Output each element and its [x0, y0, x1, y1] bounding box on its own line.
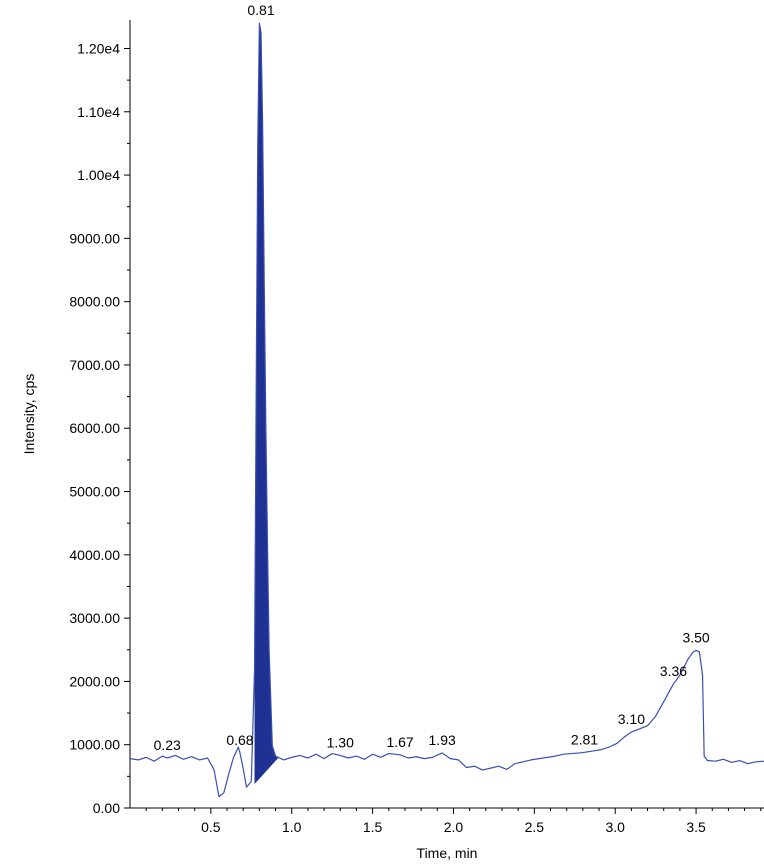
y-ticks: 0.00 1000.00 2000.00 3000.00 4000.00 5000.00 6… [69, 40, 130, 816]
y-tick-label: 5000.00 [69, 484, 120, 500]
peak-label: 0.23 [154, 737, 181, 753]
peak-label: 3.50 [682, 629, 709, 645]
y-axis-title: Intensity, cps [21, 374, 37, 455]
peak-label: 2.81 [571, 731, 598, 747]
x-tick-label: 2.5 [525, 819, 545, 835]
peak-label: 1.67 [386, 734, 413, 750]
y-tick-label: 1.00e4 [77, 167, 120, 183]
peak-label: 1.93 [429, 732, 456, 748]
peak-label: 1.30 [327, 734, 354, 750]
x-tick-label: 2.0 [444, 819, 464, 835]
peak-labels: 0.23 0.68 0.81 1.30 1.67 1.93 2.81 3.10 3.36 3.50 [154, 2, 710, 753]
y-tick-label: 6000.00 [69, 420, 120, 436]
y-tick-label: 0.00 [93, 800, 120, 816]
x-tick-label: 1.0 [282, 819, 302, 835]
chromatogram-trace [129, 22, 764, 798]
y-tick-label: 1000.00 [69, 737, 120, 753]
x-tick-label: 0.5 [201, 819, 221, 835]
y-tick-label: 4000.00 [69, 547, 120, 563]
y-tick-label: 2000.00 [69, 673, 120, 689]
y-tick-label: 1.20e4 [77, 40, 120, 56]
integrated-peak-area [254, 23, 279, 784]
x-tick-label: 3.5 [686, 819, 706, 835]
axes-group: 0.00 1000.00 2000.00 3000.00 4000.00 5000.00 6… [69, 20, 764, 835]
peak-label: 0.68 [226, 732, 253, 748]
peak-label: 0.81 [247, 2, 274, 18]
y-tick-label: 1.10e4 [77, 104, 120, 120]
y-tick-label: 9000.00 [69, 230, 120, 246]
x-tick-label: 3.0 [605, 819, 625, 835]
y-tick-label: 7000.00 [69, 357, 120, 373]
plot-area [129, 22, 764, 798]
x-tick-label: 1.5 [363, 819, 383, 835]
peak-label: 3.10 [618, 711, 645, 727]
peak-label: 3.36 [660, 663, 687, 679]
y-tick-label: 3000.00 [69, 610, 120, 626]
x-ticks: 0.5 1.0 1.5 2.0 2.5 3.0 3.5 [145, 808, 762, 835]
y-tick-label: 8000.00 [69, 294, 120, 310]
x-axis-title: Time, min [417, 845, 478, 861]
